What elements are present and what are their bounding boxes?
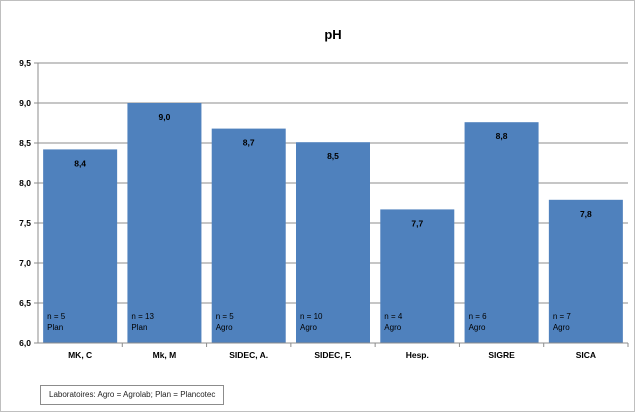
bar-note-n: n = 7 xyxy=(553,312,572,321)
bar-note-lab: Agro xyxy=(216,323,233,332)
data-label: 8,5 xyxy=(327,151,339,161)
y-tick-label: 8,0 xyxy=(19,178,31,188)
bar xyxy=(464,122,539,343)
lab-legend-note: Laboratoires: Agro = Agrolab; Plan = Pla… xyxy=(40,385,225,405)
bar-note-lab: Agro xyxy=(300,323,317,332)
bar xyxy=(127,103,202,343)
bar-note-lab: Agro xyxy=(553,323,570,332)
data-label: 8,8 xyxy=(496,131,508,141)
bar-note-lab: Agro xyxy=(384,323,401,332)
x-tick-label: Mk, M xyxy=(153,350,177,360)
y-tick-label: 8,5 xyxy=(19,138,31,148)
bar-note-n: n = 6 xyxy=(469,312,488,321)
bar-note-n: n = 5 xyxy=(47,312,66,321)
y-tick-label: 7,0 xyxy=(19,258,31,268)
bar xyxy=(43,149,118,343)
bar-note-n: n = 5 xyxy=(216,312,235,321)
y-tick-label: 9,5 xyxy=(19,58,31,68)
y-tick-label: 9,0 xyxy=(19,98,31,108)
data-label: 9,0 xyxy=(159,112,171,122)
chart-title: pH xyxy=(324,27,341,42)
data-label: 8,7 xyxy=(243,138,255,148)
data-label: 7,8 xyxy=(580,209,592,219)
x-tick-label: MK, C xyxy=(68,350,92,360)
bar xyxy=(296,142,370,343)
y-tick-label: 6,0 xyxy=(19,338,31,348)
x-tick-label: SICA xyxy=(576,350,596,360)
data-label: 7,7 xyxy=(411,218,423,228)
x-tick-label: Hesp. xyxy=(406,350,429,360)
bar xyxy=(548,199,623,343)
bar xyxy=(211,128,286,343)
y-tick-label: 7,5 xyxy=(19,218,31,228)
data-label: 8,4 xyxy=(74,158,86,168)
x-tick-label: SIDEC, A. xyxy=(229,350,268,360)
x-tick-label: SIDEC, F. xyxy=(314,350,351,360)
bar-note-n: n = 10 xyxy=(300,312,323,321)
bar-note-lab: Agro xyxy=(469,323,486,332)
bar-note-n: n = 13 xyxy=(131,312,154,321)
y-tick-label: 6,5 xyxy=(19,298,31,308)
x-tick-label: SIGRE xyxy=(488,350,515,360)
bar-note-lab: Plan xyxy=(131,323,147,332)
bar xyxy=(380,209,455,343)
bar-note-n: n = 4 xyxy=(384,312,403,321)
bar-note-lab: Plan xyxy=(47,323,63,332)
